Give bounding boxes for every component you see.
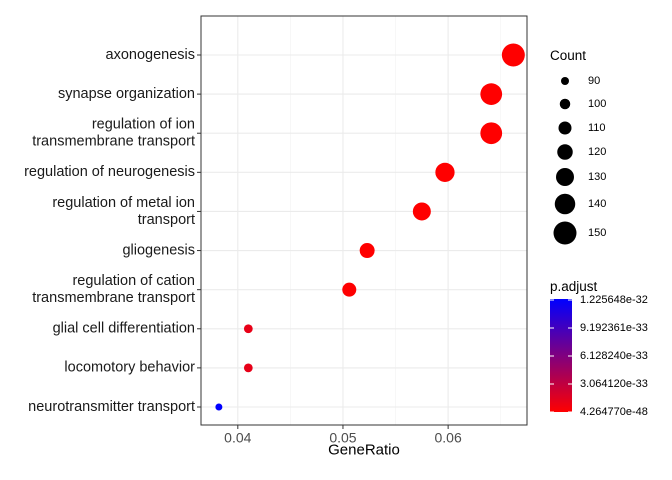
category-label: locomotory behavior — [64, 360, 195, 376]
grid-lines — [201, 16, 527, 425]
data-point — [480, 83, 503, 105]
count-legend: Count 90 100 110 120 130 140 150 — [550, 48, 606, 245]
count-legend-label: 110 — [588, 122, 606, 134]
panel-background — [201, 16, 527, 425]
category-label: regulation of metal ion transport — [52, 195, 195, 228]
count-legend-key — [558, 121, 572, 135]
p-adjust-colorbar — [550, 299, 572, 412]
data-point — [342, 282, 357, 297]
p-adjust-legend-label: 4.264770e-48 — [580, 406, 648, 418]
count-legend-label: 130 — [588, 171, 606, 183]
count-legend-key — [556, 168, 574, 186]
count-legend-key — [553, 221, 577, 245]
p-adjust-legend: p.adjust 1.225648e-32 9.192361e-33 6.12824… — [550, 279, 648, 418]
data-point — [501, 43, 525, 67]
x-tick-label: 0.04 — [224, 429, 251, 445]
count-legend-key — [557, 144, 573, 160]
count-legend-label: 150 — [588, 227, 606, 239]
data-point — [412, 202, 431, 221]
data-points — [215, 43, 525, 411]
category-label: glial cell differentiation — [53, 321, 195, 337]
count-legend-label: 90 — [588, 75, 600, 87]
p-adjust-legend-label: 1.225648e-32 — [580, 294, 648, 306]
count-legend-key — [561, 77, 569, 85]
category-label: regulation of neurogenesis — [24, 164, 195, 180]
data-point — [480, 122, 503, 145]
count-legend-label: 140 — [588, 198, 606, 210]
p-adjust-legend-label: 3.064120e-33 — [580, 378, 648, 390]
x-axis-title: GeneRatio — [328, 441, 400, 458]
count-legend-key — [559, 98, 571, 110]
x-tick-label: 0.06 — [435, 429, 462, 445]
data-point — [359, 243, 375, 259]
category-label: gliogenesis — [122, 242, 195, 258]
data-point — [243, 324, 253, 334]
count-legend-label: 100 — [588, 98, 606, 110]
category-label: regulation of cation transmembrane transp… — [32, 273, 195, 306]
x-axis: 0.04 0.05 0.06 — [224, 425, 462, 445]
category-label: regulation of ion transmembrane transport — [32, 117, 195, 150]
data-point — [435, 162, 455, 182]
count-legend-key — [554, 193, 576, 215]
category-label: synapse organization — [58, 86, 195, 102]
data-point — [215, 403, 223, 411]
panel-border — [200, 15, 528, 426]
count-legend-label: 120 — [588, 146, 606, 158]
p-adjust-legend-label: 6.128240e-33 — [580, 350, 648, 362]
category-label: neurotransmitter transport — [28, 399, 195, 415]
count-legend-title: Count — [550, 48, 586, 63]
p-adjust-legend-label: 9.192361e-33 — [580, 322, 648, 334]
data-point — [243, 363, 253, 373]
x-tick-label: 0.05 — [329, 429, 356, 445]
p-adjust-legend-title: p.adjust — [550, 279, 598, 294]
category-labels: axonogenesis synapse organization regulati… — [24, 47, 201, 415]
category-label: axonogenesis — [106, 47, 196, 63]
